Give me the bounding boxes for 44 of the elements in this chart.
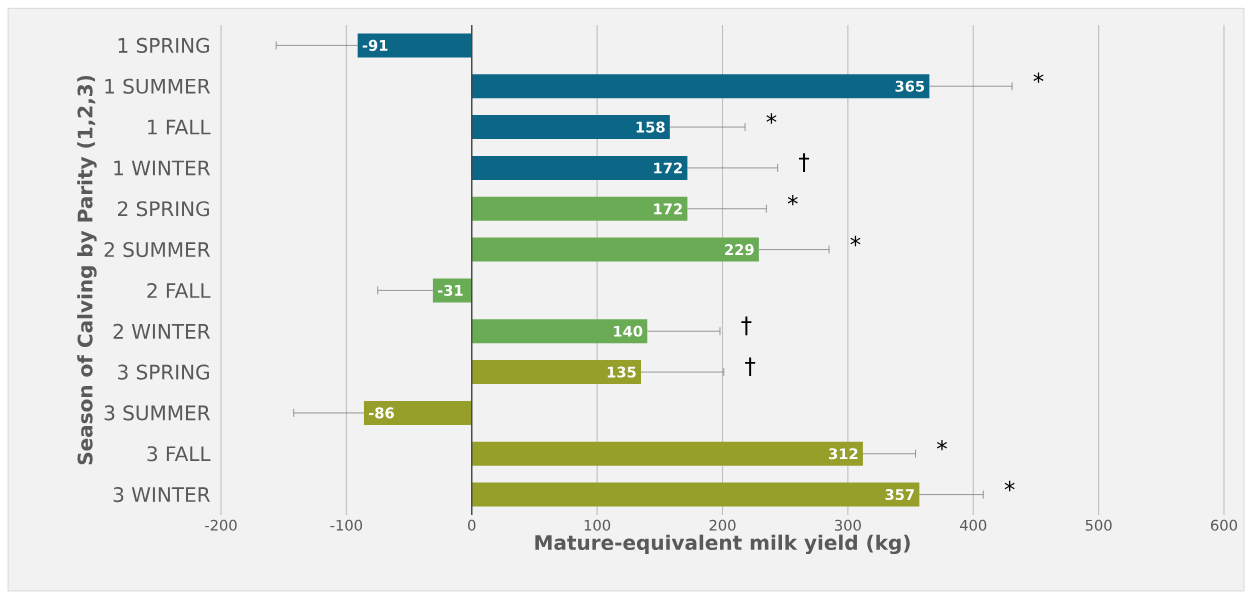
y-tick-label: 3 WINTER (113, 487, 211, 503)
x-tick-label: -200 (205, 519, 237, 531)
x-tick-label: 300 (834, 519, 861, 531)
x-tick-label: -100 (330, 519, 363, 531)
y-tick-label: 1 SPRING (118, 37, 209, 53)
annotation: † (741, 316, 752, 336)
y-tick-label: 1 WINTER (114, 160, 211, 176)
data-label: 158 (636, 121, 665, 133)
y-tick-label: 1 SUMMER (105, 78, 211, 94)
y-tick-label: 3 SUMMER (104, 405, 211, 421)
y-tick-label: 2 WINTER (113, 323, 211, 339)
y-tick-label: 3 SPRING (118, 364, 209, 380)
data-label: 357 (885, 489, 914, 501)
y-tick-label: 1 FALL (148, 119, 211, 135)
annotation: * (936, 439, 947, 451)
x-tick-label: 200 (709, 519, 736, 531)
data-label: -31 (437, 284, 463, 296)
x-tick-label: 0 (468, 519, 476, 531)
data-label: 172 (654, 162, 682, 174)
data-label: 140 (614, 325, 643, 337)
y-tick-label: 2 FALL (147, 282, 211, 298)
data-label: 312 (829, 448, 858, 460)
data-label: 365 (895, 80, 925, 92)
annotation: * (1004, 480, 1015, 492)
annotation: * (1033, 72, 1044, 83)
y-axis-title: Season of Calving by Parity (1,2,3) (77, 75, 97, 465)
x-tick-label: 500 (1085, 519, 1112, 531)
data-label: 229 (725, 244, 754, 256)
y-tick-label: 3 FALL (147, 446, 211, 462)
annotation: * (766, 113, 777, 124)
x-tick-label: 100 (584, 519, 611, 531)
data-label: 172 (654, 203, 682, 215)
annotation: † (745, 357, 756, 377)
annotation: † (799, 153, 810, 172)
annotation: * (787, 194, 798, 206)
x-axis-title: Mature-equivalent milk yield (kg) (535, 534, 910, 555)
annotation: * (850, 235, 861, 247)
x-tick-label: 600 (1211, 519, 1237, 531)
data-label: -86 (369, 407, 394, 419)
y-tick-label: 2 SUMMER (104, 242, 211, 258)
data-label: -91 (362, 39, 388, 51)
data-label: 135 (607, 366, 636, 378)
y-tick-label: 2 SPRING (117, 201, 209, 217)
x-tick-label: 400 (959, 519, 987, 531)
